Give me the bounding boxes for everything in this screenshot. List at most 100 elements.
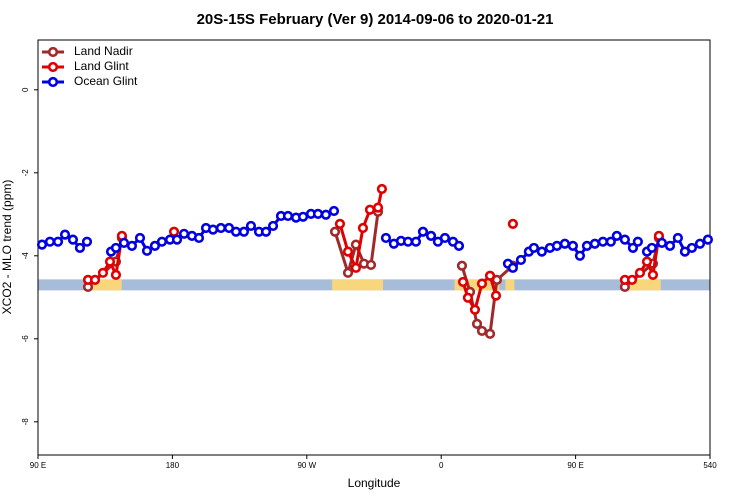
data-point bbox=[168, 226, 180, 237]
data-point bbox=[110, 242, 122, 254]
data-point bbox=[376, 183, 388, 195]
data-point bbox=[439, 232, 451, 244]
data-point bbox=[597, 236, 609, 247]
data-point bbox=[342, 246, 354, 257]
data-point bbox=[686, 242, 698, 254]
y-tick-label: -2 bbox=[21, 169, 30, 177]
data-point bbox=[215, 222, 227, 234]
legend-label: Land Nadir bbox=[74, 44, 133, 58]
data-point bbox=[581, 240, 593, 251]
chart-title: 20S-15S February (Ver 9) 2014-09-06 to 2… bbox=[197, 11, 554, 28]
data-point bbox=[67, 234, 79, 245]
data-point bbox=[484, 270, 496, 281]
data-point bbox=[104, 256, 116, 267]
data-point bbox=[193, 232, 205, 244]
data-point bbox=[267, 220, 279, 232]
data-point bbox=[664, 240, 676, 251]
y-tick-label: 0 bbox=[21, 87, 30, 92]
data-point bbox=[52, 236, 64, 247]
data-point bbox=[605, 236, 616, 247]
y-tick-label: -8 bbox=[21, 418, 30, 426]
data-point bbox=[490, 290, 502, 301]
data-point bbox=[611, 230, 622, 241]
data-point bbox=[551, 240, 563, 251]
data-point bbox=[81, 236, 93, 247]
data-point bbox=[417, 226, 429, 237]
data-point bbox=[626, 274, 638, 285]
data-point bbox=[476, 278, 488, 289]
data-point bbox=[469, 304, 481, 315]
x-axis-label: Longitude bbox=[348, 476, 401, 490]
data-point bbox=[402, 236, 414, 247]
data-point bbox=[320, 209, 332, 220]
y-axis-label: XCO2 - MLO trend (ppm) bbox=[0, 180, 14, 315]
data-point bbox=[156, 236, 168, 247]
series-line bbox=[333, 211, 380, 279]
data-point bbox=[238, 226, 250, 237]
data-point bbox=[574, 250, 586, 261]
data-point bbox=[350, 262, 362, 273]
data-point bbox=[453, 240, 465, 251]
x-tick-label: 180 bbox=[166, 461, 180, 470]
data-point bbox=[507, 218, 518, 229]
data-point bbox=[297, 211, 309, 222]
data-point bbox=[230, 226, 242, 237]
data-point bbox=[694, 238, 706, 249]
y-tick-label: -4 bbox=[21, 252, 30, 260]
y-tick-label: -6 bbox=[21, 335, 30, 343]
x-tick-label: 0 bbox=[439, 461, 444, 470]
data-point bbox=[528, 242, 540, 254]
data-point bbox=[515, 254, 527, 266]
data-point bbox=[627, 242, 639, 254]
data-point bbox=[634, 267, 646, 278]
data-point bbox=[380, 232, 392, 244]
data-point bbox=[141, 245, 153, 256]
data-point bbox=[364, 204, 376, 215]
data-point bbox=[567, 240, 579, 251]
data-point bbox=[372, 202, 384, 213]
data-point bbox=[89, 274, 101, 285]
data-point bbox=[365, 259, 377, 271]
data-point bbox=[507, 262, 518, 273]
data-point bbox=[245, 220, 257, 232]
x-tick-label: 90 E bbox=[567, 461, 583, 470]
data-point bbox=[97, 267, 109, 278]
x-tick-label: 540 bbox=[703, 461, 717, 470]
data-point bbox=[647, 269, 659, 280]
data-point bbox=[672, 232, 683, 244]
data-point bbox=[646, 242, 658, 254]
data-point bbox=[410, 236, 422, 247]
data-point bbox=[589, 238, 600, 249]
legend-marker bbox=[47, 76, 59, 88]
data-point bbox=[425, 230, 437, 241]
data-point bbox=[471, 318, 483, 329]
data-point bbox=[118, 237, 130, 249]
legend-label: Land Glint bbox=[74, 59, 129, 73]
data-point bbox=[476, 325, 488, 337]
legend-label: Ocean Glint bbox=[74, 74, 138, 88]
data-point bbox=[484, 328, 496, 339]
x-tick-label: 90 W bbox=[297, 461, 316, 470]
data-point bbox=[282, 210, 294, 222]
data-point bbox=[357, 222, 369, 234]
data-point bbox=[134, 232, 146, 244]
data-point bbox=[342, 267, 354, 278]
data-point bbox=[329, 226, 341, 237]
data-point bbox=[456, 260, 468, 271]
data-point bbox=[462, 292, 474, 303]
data-point bbox=[59, 229, 71, 240]
legend-marker bbox=[47, 61, 59, 73]
data-point bbox=[702, 234, 714, 245]
data-point bbox=[559, 238, 570, 249]
data-point bbox=[126, 240, 138, 251]
data-point bbox=[36, 239, 48, 250]
data-point bbox=[619, 234, 630, 245]
data-point bbox=[260, 226, 272, 237]
data-point bbox=[641, 256, 653, 267]
data-point bbox=[328, 205, 340, 217]
data-point bbox=[656, 237, 668, 249]
data-point bbox=[536, 246, 547, 257]
data-point bbox=[149, 240, 161, 251]
data-point bbox=[171, 234, 183, 245]
